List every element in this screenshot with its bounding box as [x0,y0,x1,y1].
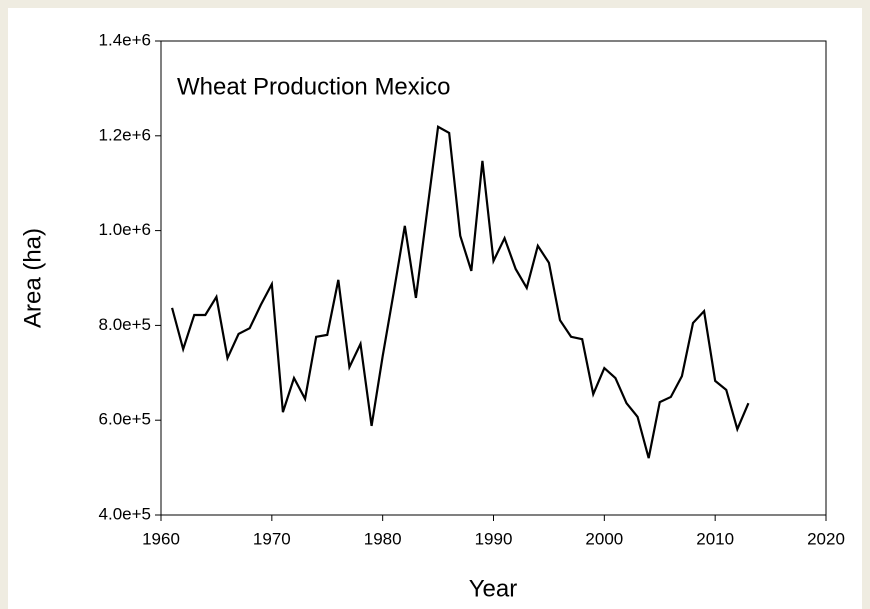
y-tick-label: 1.0e+6 [99,220,151,239]
y-tick-label: 6.0e+5 [99,410,151,429]
y-tick-label: 1.4e+6 [99,30,151,49]
panel [8,8,862,609]
x-axis-label: Year [469,575,518,602]
x-tick-label: 2010 [696,529,734,548]
y-axis-label: Area (ha) [19,228,46,328]
x-tick-label: 1960 [142,529,180,548]
x-tick-label: 1970 [253,529,291,548]
x-tick-label: 1990 [475,529,513,548]
y-tick-label: 1.2e+6 [99,125,151,144]
x-tick-label: 2020 [807,529,845,548]
data-line [171,125,750,459]
y-tick-label: 8.0e+5 [99,315,151,334]
x-tick-label: 1980 [364,529,402,548]
y-tick-label: 4.0e+5 [99,504,151,523]
chart-title: Wheat Production Mexico [177,73,450,100]
x-tick-label: 2000 [585,529,623,548]
